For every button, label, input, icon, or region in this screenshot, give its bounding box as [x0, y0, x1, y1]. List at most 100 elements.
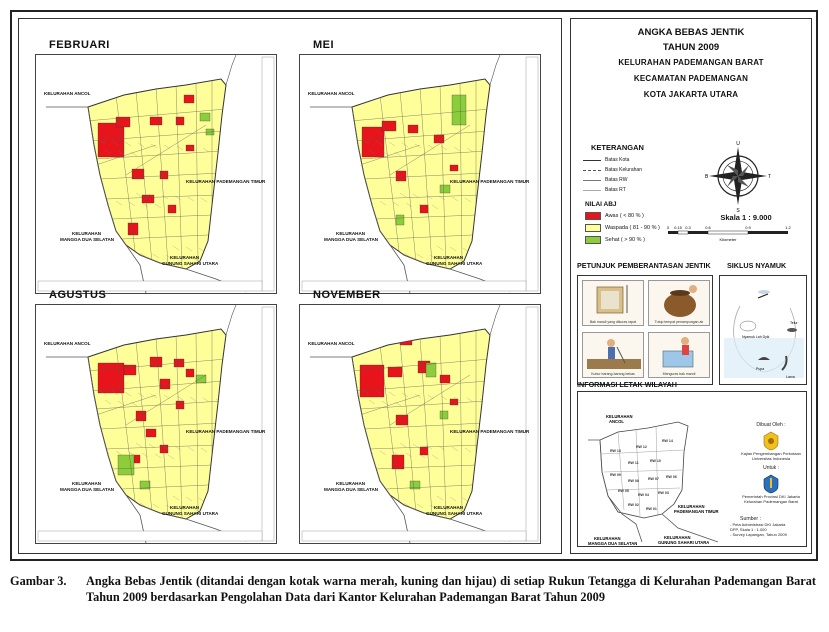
rt-boundary — [191, 506, 199, 512]
area-label: KELURAHAN PADEMANGAN TIMUR — [186, 429, 266, 434]
dki-jakarta-logo-icon — [763, 474, 779, 494]
street-line — [359, 394, 421, 416]
stage-label: Telur — [790, 321, 798, 325]
title-line: TAHUN 2009 — [662, 42, 720, 53]
area-label: KELURAHAN — [170, 255, 200, 260]
rt-boundary — [466, 147, 474, 153]
map-title: NOVEMBER — [313, 289, 381, 301]
rt-boundary — [362, 389, 370, 395]
street-line — [359, 144, 421, 166]
rt-boundary — [100, 249, 108, 255]
rt-boundary — [148, 193, 156, 199]
rt-boundary — [130, 151, 138, 157]
rt-block-awas — [361, 126, 385, 158]
rt-boundary — [453, 396, 461, 402]
info-heading: INFORMASI LETAK WILAYAH — [577, 380, 677, 389]
area-label: MANGGA DUA SELATAN — [60, 487, 115, 492]
map-panel-mei: MEI KELURAHAN ANCOL KELURAHAN PADEMANGAN … — [289, 39, 541, 297]
rw-label: RW 08 — [628, 479, 639, 483]
rt-block-awas — [395, 170, 407, 182]
street-line — [121, 484, 209, 490]
rt-boundary — [174, 195, 182, 201]
kelurahan-boundary — [489, 55, 501, 86]
rt-boundary — [394, 401, 402, 407]
street-line — [352, 108, 490, 122]
rt-boundary — [368, 399, 376, 405]
rt-boundary — [477, 198, 485, 204]
rt-boundary — [189, 396, 197, 402]
rt-block-awas — [395, 414, 409, 426]
scale-unit: Kilometer — [720, 237, 738, 242]
rt-boundary — [185, 496, 193, 502]
scale-text: Skala 1 : 9.000 — [720, 213, 772, 222]
rt-boundary — [200, 447, 208, 453]
street-line — [125, 124, 207, 176]
street-line — [352, 358, 490, 372]
rt-boundary — [141, 202, 149, 208]
street-line — [175, 334, 183, 518]
street-line — [88, 108, 226, 122]
rt-boundary — [128, 201, 136, 207]
info-box: KELURAHAN ANCOL KELURAHAN PADEMANGAN TIM… — [577, 391, 807, 547]
locator-map: KELURAHAN ANCOL KELURAHAN PADEMANGAN TIM… — [588, 414, 719, 546]
scale-tick: 0.15 — [674, 225, 683, 230]
area-label: KELURAHAN — [72, 481, 102, 486]
grid-strip — [525, 306, 539, 542]
info-label: GUNUNG SAHARI UTARA — [658, 540, 709, 545]
rt-boundary — [152, 253, 160, 259]
rt-boundary — [477, 448, 485, 454]
rw-label: RW 01 — [646, 507, 657, 511]
abj-awas: Awas ( < 80 % ) — [585, 211, 695, 221]
rt-boundary — [163, 144, 171, 150]
rt-boundary — [440, 145, 448, 151]
rt-boundary — [104, 399, 112, 405]
street-line — [175, 84, 183, 268]
street-line — [195, 332, 199, 512]
street-line — [105, 444, 217, 450]
scale-tick: 1.2 — [785, 225, 791, 230]
street-line — [115, 94, 137, 260]
rt-boundary — [187, 196, 195, 202]
rt-boundary — [174, 445, 182, 451]
rt-boundary — [453, 146, 461, 152]
stage-label: Nyamuk Lah Dyik — [742, 335, 770, 339]
rt-boundary — [185, 246, 193, 252]
street-line — [419, 336, 433, 516]
dibuat-oleh: Dibuat Oleh : — [756, 422, 786, 428]
map-frame: KELURAHAN ANCOL KELURAHAN PADEMANGAN TIMU… — [35, 54, 277, 294]
untuk: Untuk : — [763, 465, 779, 471]
rt-boundary — [416, 503, 424, 509]
street-line — [111, 214, 213, 220]
petunjuk-heading: PETUNJUK PEMBERANTASAN JENTIK — [577, 261, 711, 270]
rt-boundary — [451, 196, 459, 202]
rt-boundary — [401, 142, 409, 148]
rt-boundary — [130, 401, 138, 407]
rw-label: RW 11 — [628, 461, 639, 465]
rt-boundary — [104, 149, 112, 155]
rt-block-awas — [387, 366, 403, 378]
rt-boundary — [412, 443, 420, 449]
rt-boundary — [135, 442, 143, 448]
rt-boundary — [154, 203, 162, 209]
info-label: KELURAHAN — [606, 414, 633, 419]
rt-block-sehat — [195, 374, 207, 384]
area-label: KELURAHAN ANCOL — [44, 91, 91, 96]
rt-block-sehat — [199, 112, 211, 122]
mosquito-cycle-diagram: Nyamuk Lah Dyik Telur Pupa Larva — [724, 290, 804, 379]
street-line — [95, 400, 223, 410]
rt-block-awas — [123, 364, 137, 376]
rt-block-awas — [135, 410, 147, 422]
street-line — [195, 82, 199, 262]
credits: Dibuat Oleh : Kajian Pengembangan Perkot… — [736, 422, 806, 504]
map-title: AGUSTUS — [49, 289, 107, 301]
scale-tick: 0.9 — [745, 225, 751, 230]
rt-boundary — [135, 192, 143, 198]
rt-boundary — [427, 144, 435, 150]
abj-sehat: Sehat ( > 90 % ) — [585, 235, 695, 245]
rt-boundary — [455, 256, 463, 262]
rt-block-awas — [141, 194, 155, 204]
petunjuk-illustration: Tutup tempat penampungan air — [648, 280, 710, 326]
rt-boundary — [128, 451, 136, 457]
rw-label: RW 13 — [610, 449, 621, 453]
rt-block-awas — [175, 400, 185, 410]
